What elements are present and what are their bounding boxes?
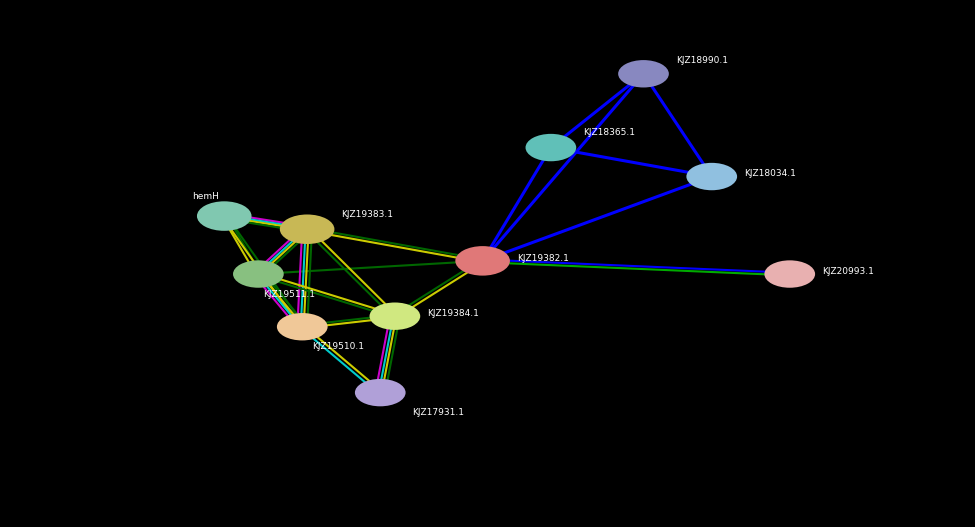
Circle shape	[764, 260, 815, 288]
Text: KJZ19384.1: KJZ19384.1	[427, 309, 479, 318]
Circle shape	[370, 302, 420, 330]
Text: KJZ19382.1: KJZ19382.1	[517, 253, 568, 263]
Circle shape	[355, 379, 406, 406]
Circle shape	[455, 246, 510, 276]
Circle shape	[197, 201, 252, 231]
Circle shape	[618, 60, 669, 87]
Text: KJZ17931.1: KJZ17931.1	[412, 408, 464, 417]
Circle shape	[233, 260, 284, 288]
Circle shape	[526, 134, 576, 161]
Circle shape	[280, 214, 334, 244]
Text: KJZ20993.1: KJZ20993.1	[822, 267, 874, 276]
Text: KJZ18365.1: KJZ18365.1	[583, 128, 635, 138]
Circle shape	[277, 313, 328, 340]
Text: KJZ18990.1: KJZ18990.1	[676, 56, 727, 65]
Text: KJZ19511.1: KJZ19511.1	[263, 289, 315, 299]
Circle shape	[686, 163, 737, 190]
Text: KJZ19510.1: KJZ19510.1	[312, 342, 364, 352]
Text: KJZ18034.1: KJZ18034.1	[744, 169, 796, 179]
Text: hemH: hemH	[192, 191, 219, 201]
Text: KJZ19383.1: KJZ19383.1	[341, 210, 393, 219]
